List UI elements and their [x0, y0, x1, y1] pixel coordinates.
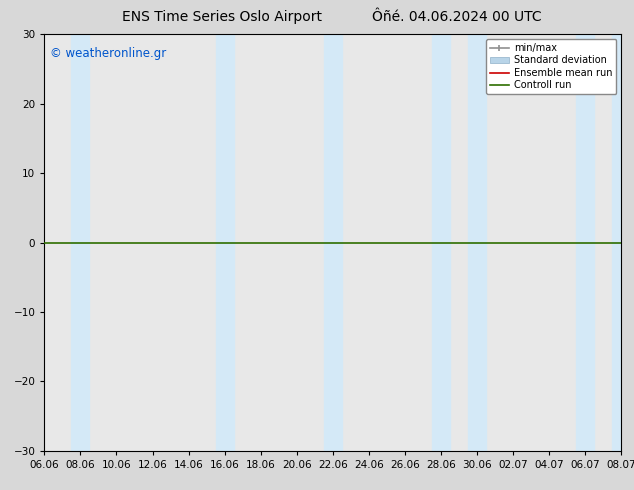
- Bar: [612, 34, 630, 451]
- Bar: [72, 34, 89, 451]
- Bar: [216, 34, 234, 451]
- Bar: [576, 34, 594, 451]
- Text: © weatheronline.gr: © weatheronline.gr: [50, 47, 166, 60]
- Bar: [468, 34, 486, 451]
- Text: ENS Time Series Oslo Airport: ENS Time Series Oslo Airport: [122, 10, 322, 24]
- Bar: [324, 34, 342, 451]
- Legend: min/max, Standard deviation, Ensemble mean run, Controll run: min/max, Standard deviation, Ensemble me…: [486, 39, 616, 94]
- Bar: [432, 34, 450, 451]
- Text: Ôñé. 04.06.2024 00 UTC: Ôñé. 04.06.2024 00 UTC: [372, 10, 541, 24]
